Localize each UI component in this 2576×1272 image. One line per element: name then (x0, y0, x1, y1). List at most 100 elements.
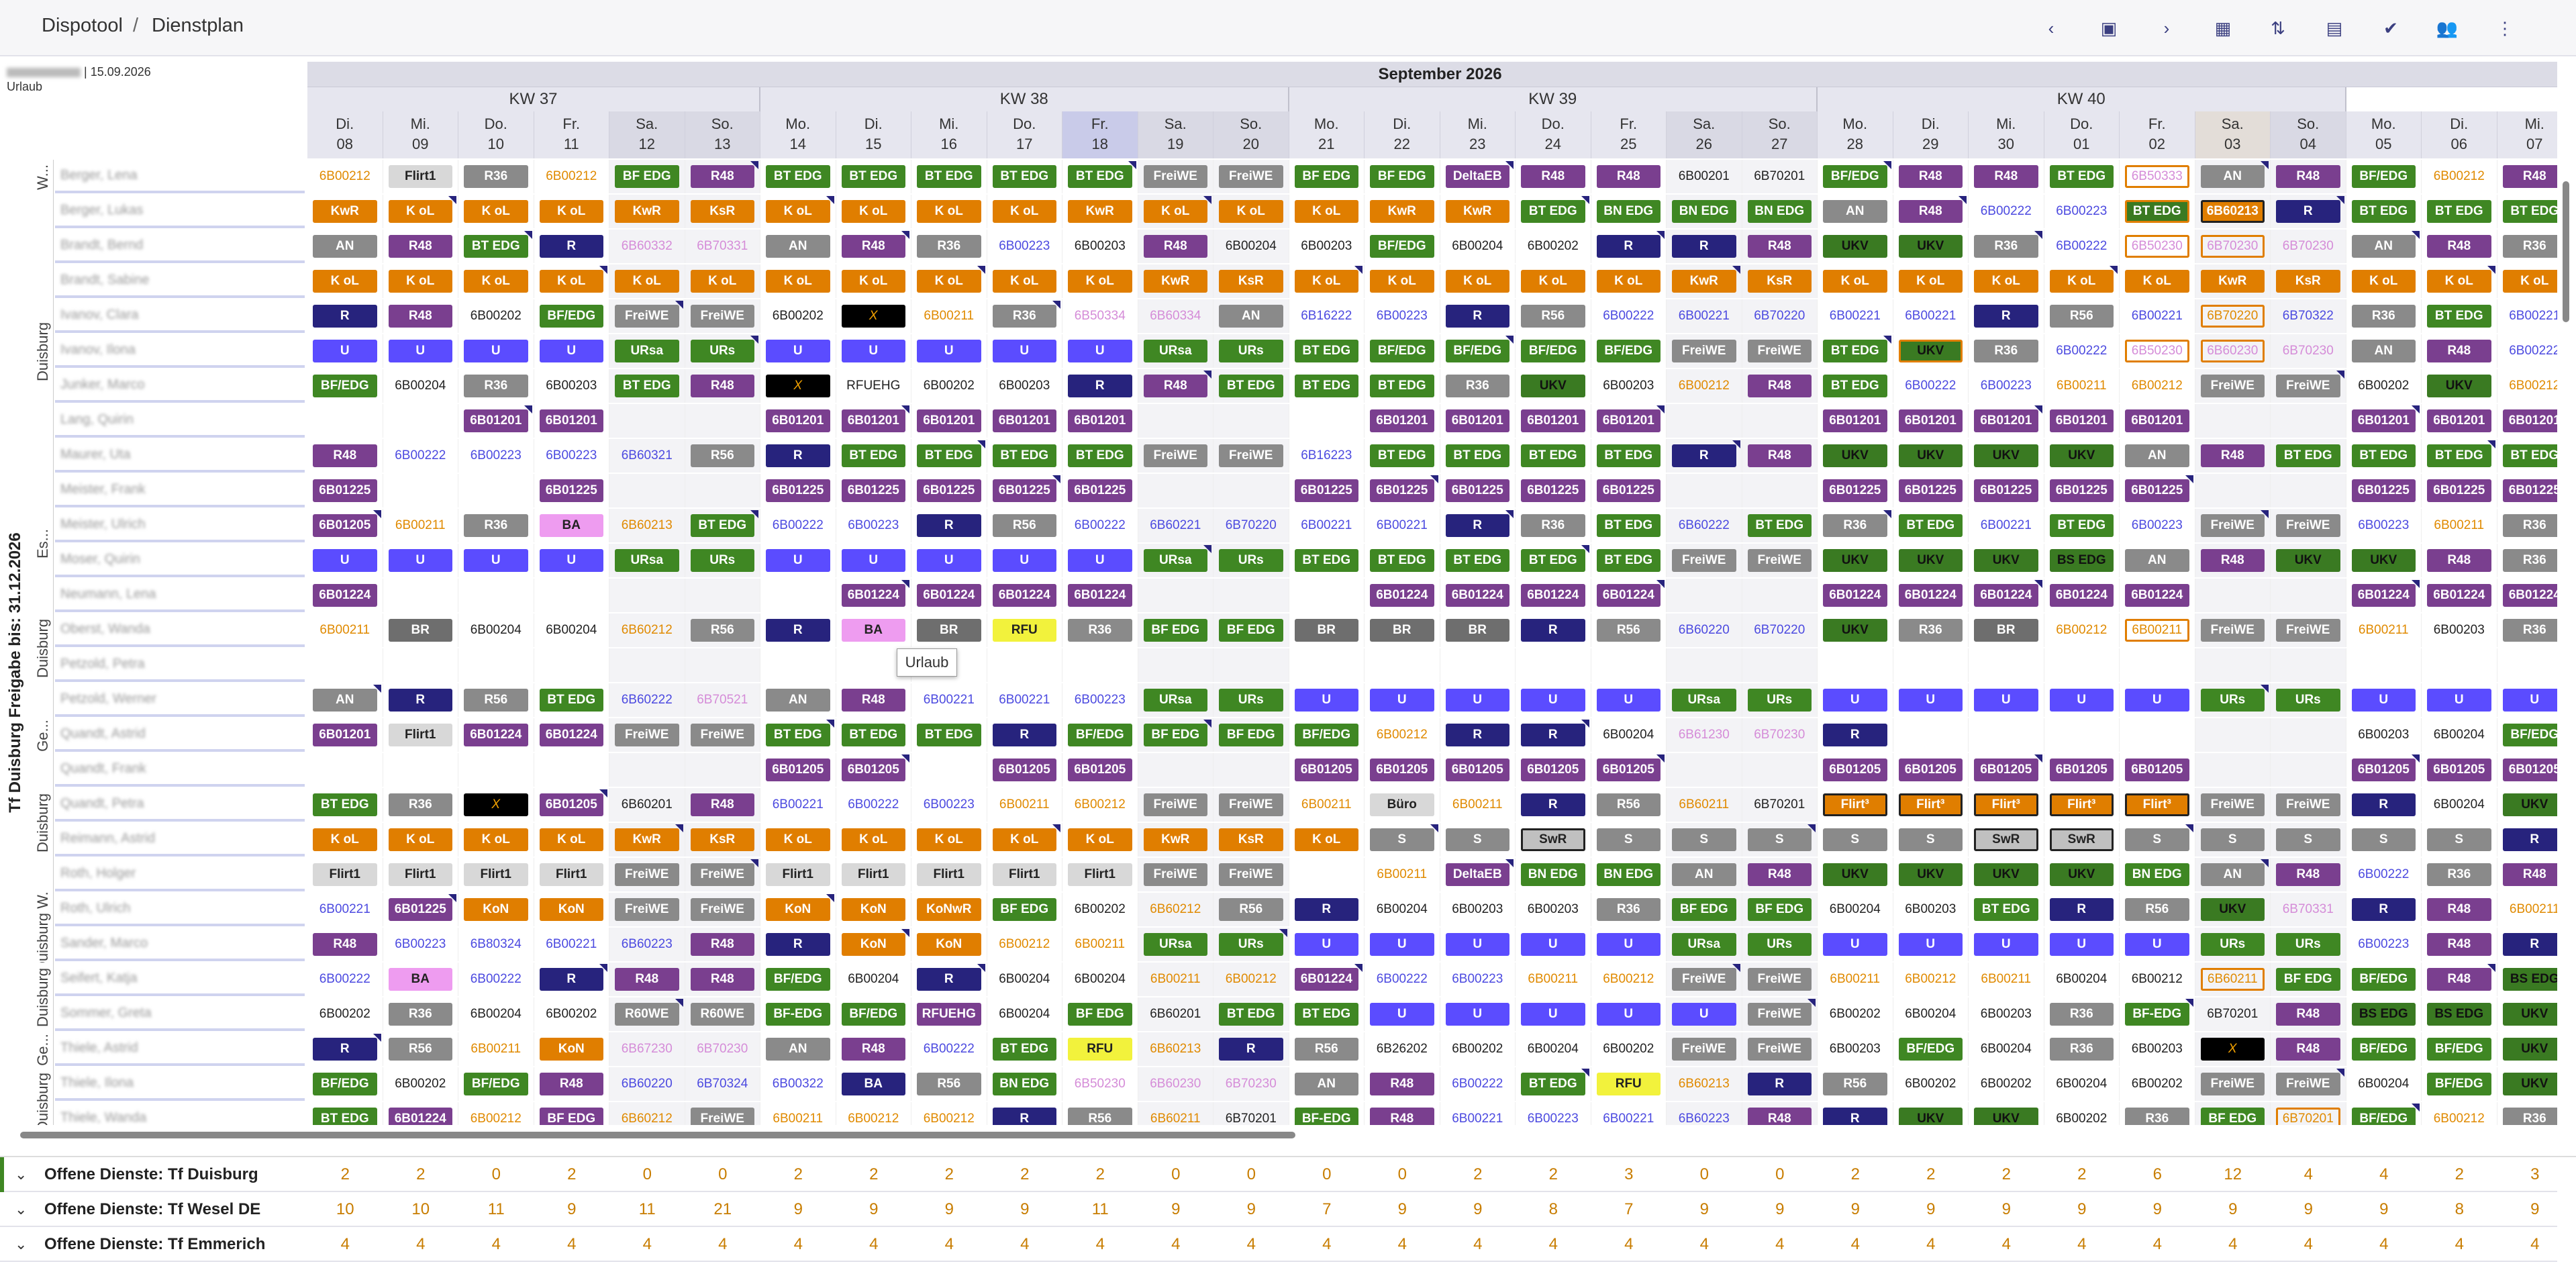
schedule-cell[interactable]: 6B00222 (2346, 858, 2422, 891)
day-header-cell[interactable]: So. 20 (1213, 111, 1289, 158)
shift-chip[interactable]: FreiWE (1747, 968, 1812, 991)
schedule-cell[interactable]: KsR (685, 195, 760, 228)
schedule-cell[interactable] (383, 753, 458, 787)
shift-chip[interactable]: BT EDG (690, 514, 754, 537)
schedule-cell[interactable]: BT EDG (2346, 439, 2422, 473)
schedule-cell[interactable]: 6B00203 (534, 369, 609, 403)
shift-chip[interactable]: Flirt1 (766, 863, 830, 886)
breadcrumb-app[interactable]: Dispotool (42, 15, 123, 36)
schedule-cell[interactable]: UKV (2044, 439, 2120, 473)
shift-chip[interactable]: 6B00223 (395, 937, 446, 951)
day-header-cell[interactable]: Do. 17 (987, 111, 1062, 158)
shift-chip[interactable]: FreiWE (1672, 549, 1736, 572)
schedule-cell[interactable]: 6B00204 (1818, 893, 1893, 926)
schedule-cell[interactable] (1969, 718, 2044, 752)
shift-chip[interactable]: K oL (690, 270, 754, 293)
shift-chip[interactable]: 6B00203 (1905, 902, 1956, 916)
shift-chip[interactable]: U (539, 549, 603, 572)
schedule-cell[interactable] (2271, 474, 2346, 507)
shift-chip[interactable]: 6B01224 (992, 584, 1056, 607)
schedule-cell[interactable] (2044, 718, 2120, 752)
day-header-cell[interactable]: Fr. 18 (1062, 111, 1138, 158)
schedule-cell[interactable]: 6B01225 (1365, 474, 1440, 507)
shift-chip[interactable]: K oL (464, 200, 528, 223)
shift-chip[interactable]: R36 (1974, 340, 2038, 362)
schedule-cell[interactable]: R (911, 509, 987, 542)
shift-chip[interactable]: 6B01205 (313, 514, 377, 537)
schedule-cell[interactable]: K oL (836, 823, 911, 857)
employee-name[interactable]: Brandt, Bernd (55, 230, 305, 263)
shift-chip[interactable]: 6B01205 (1898, 759, 1963, 781)
schedule-cell[interactable]: 6B01224 (1516, 579, 1591, 612)
shift-chip[interactable]: K oL (766, 200, 830, 223)
schedule-cell[interactable]: KoN (911, 928, 987, 961)
shift-chip[interactable]: 6B01205 (766, 759, 830, 781)
schedule-cell[interactable]: Flirt1 (1062, 858, 1138, 891)
shift-chip[interactable]: BF/EDG (2427, 1073, 2491, 1095)
schedule-cell[interactable]: FreiWE (2271, 788, 2346, 822)
schedule-cell[interactable]: 6B00223 (2346, 509, 2422, 542)
schedule-cell[interactable]: R48 (1742, 858, 1818, 891)
schedule-cell[interactable]: BT EDG (911, 718, 987, 752)
schedule-cell[interactable]: FreiWE (2271, 509, 2346, 542)
schedule-cell[interactable]: U (1289, 683, 1365, 717)
shift-chip[interactable]: R36 (2049, 1038, 2114, 1061)
schedule-cell[interactable]: R (2346, 893, 2422, 926)
shift-chip[interactable]: S (2276, 828, 2340, 851)
shift-chip[interactable]: R48 (690, 968, 754, 991)
schedule-cell[interactable]: BR (1365, 614, 1440, 647)
shift-chip[interactable]: BT EDG (766, 724, 830, 746)
schedule-cell[interactable]: FreiWE (685, 718, 760, 752)
shift-chip[interactable]: URs (690, 340, 754, 362)
shift-chip[interactable]: R (2351, 793, 2416, 816)
schedule-cell[interactable]: R56 (1591, 614, 1667, 647)
shift-chip[interactable]: 6B70220 (2200, 305, 2265, 328)
shift-chip[interactable]: U (313, 549, 377, 572)
shift-chip[interactable]: 6B00222 (923, 1042, 975, 1056)
shift-chip[interactable]: 6B00204 (470, 623, 522, 637)
shift-chip[interactable]: U (2427, 689, 2491, 712)
day-header-cell[interactable]: Di. 22 (1365, 111, 1440, 158)
shift-chip[interactable]: 6B00212 (1603, 972, 1654, 986)
schedule-cell[interactable]: KsR (1213, 823, 1289, 857)
shift-chip[interactable]: R48 (1898, 200, 1963, 223)
shift-chip[interactable]: BT EDG (1068, 165, 1132, 188)
schedule-cell[interactable]: R48 (1893, 160, 1969, 193)
schedule-cell[interactable]: BF/EDG (1591, 334, 1667, 368)
schedule-cell[interactable]: U (1591, 683, 1667, 717)
schedule-cell[interactable]: 6B00204 (383, 369, 458, 403)
schedule-cell[interactable]: AN (307, 683, 383, 717)
shift-chip[interactable]: R48 (388, 305, 452, 328)
schedule-cell[interactable]: FreiWE (1138, 160, 1213, 193)
shift-chip[interactable]: 6B00223 (2056, 204, 2108, 218)
shift-chip[interactable]: BT EDG (1596, 549, 1661, 572)
schedule-cell[interactable]: 6B70201 (2195, 997, 2271, 1031)
schedule-cell[interactable]: URs (1742, 928, 1818, 961)
schedule-cell[interactable] (383, 648, 458, 682)
schedule-cell[interactable] (2271, 404, 2346, 438)
shift-chip[interactable]: 6B00211 (999, 797, 1050, 812)
schedule-cell[interactable]: BF/EDG (2346, 963, 2422, 996)
schedule-cell[interactable]: BT EDG (1289, 369, 1365, 403)
shift-chip[interactable]: 6B70220 (1754, 623, 1805, 637)
day-header-cell[interactable]: Do. 01 (2044, 111, 2120, 158)
shift-chip[interactable]: 6B60220 (621, 1077, 673, 1091)
shift-chip[interactable]: BR (1294, 619, 1358, 642)
schedule-cell[interactable]: 6B01205 (1289, 753, 1365, 787)
schedule-cell[interactable]: K oL (911, 195, 987, 228)
shift-chip[interactable]: 6B00212 (999, 937, 1050, 951)
shift-chip[interactable]: 6B01224 (2049, 584, 2114, 607)
shift-chip[interactable]: BT EDG (1068, 444, 1132, 467)
shift-chip[interactable]: URs (2200, 689, 2265, 712)
shift-chip[interactable]: BR (917, 619, 981, 642)
shift-chip[interactable]: FreiWE (2200, 619, 2265, 642)
schedule-cell[interactable]: 6B60220 (1667, 614, 1742, 647)
sort-button[interactable]: ⇅ (2263, 13, 2293, 43)
schedule-cell[interactable]: 6B00204 (1365, 893, 1440, 926)
schedule-cell[interactable]: 6B00202 (1440, 1032, 1516, 1066)
schedule-cell[interactable]: R36 (1969, 334, 2044, 368)
shift-chip[interactable]: 6B00222 (1905, 379, 1956, 393)
shift-chip[interactable]: 6B01225 (1823, 479, 1887, 502)
schedule-cell[interactable]: BT EDG (987, 160, 1062, 193)
schedule-cell[interactable]: R (534, 963, 609, 996)
